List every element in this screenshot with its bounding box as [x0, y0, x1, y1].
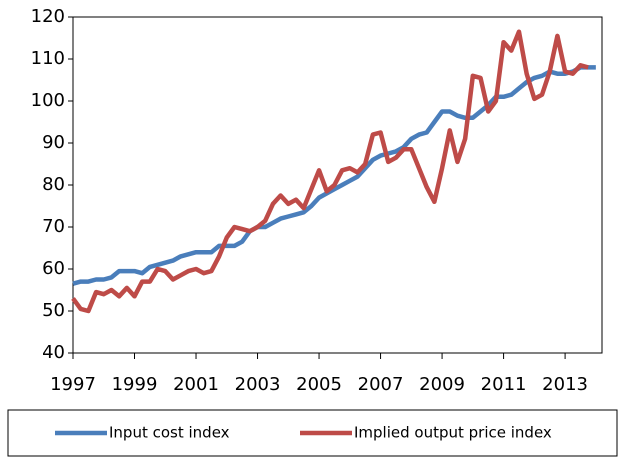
legend-label: Implied output price index: [354, 424, 552, 442]
series-line: [71, 29, 589, 314]
y-tick-label: 80: [42, 174, 65, 195]
y-tick-label: 60: [42, 258, 65, 279]
y-tick-label: 100: [31, 90, 65, 111]
x-tick-label: 2003: [235, 374, 281, 395]
x-tick-label: 2013: [542, 374, 588, 395]
y-tick-label: 120: [31, 6, 65, 27]
series-line: [72, 65, 596, 286]
x-tick-label: 2009: [419, 374, 465, 395]
x-tick-label: 2007: [358, 374, 404, 395]
y-tick-label: 90: [42, 132, 65, 153]
legend-box: [7, 409, 618, 457]
x-tick-label: 1999: [112, 374, 158, 395]
x-tick-label: 1997: [50, 374, 96, 395]
y-tick-label: 110: [31, 48, 65, 69]
y-tick-label: 70: [42, 216, 65, 237]
x-tick-label: 2011: [481, 374, 527, 395]
x-tick-label: 2001: [173, 374, 219, 395]
y-tick-label: 50: [42, 300, 65, 321]
legend-label: Input cost index: [109, 424, 230, 442]
x-tick-label: 2005: [296, 374, 342, 395]
y-tick-label: 40: [42, 342, 65, 363]
